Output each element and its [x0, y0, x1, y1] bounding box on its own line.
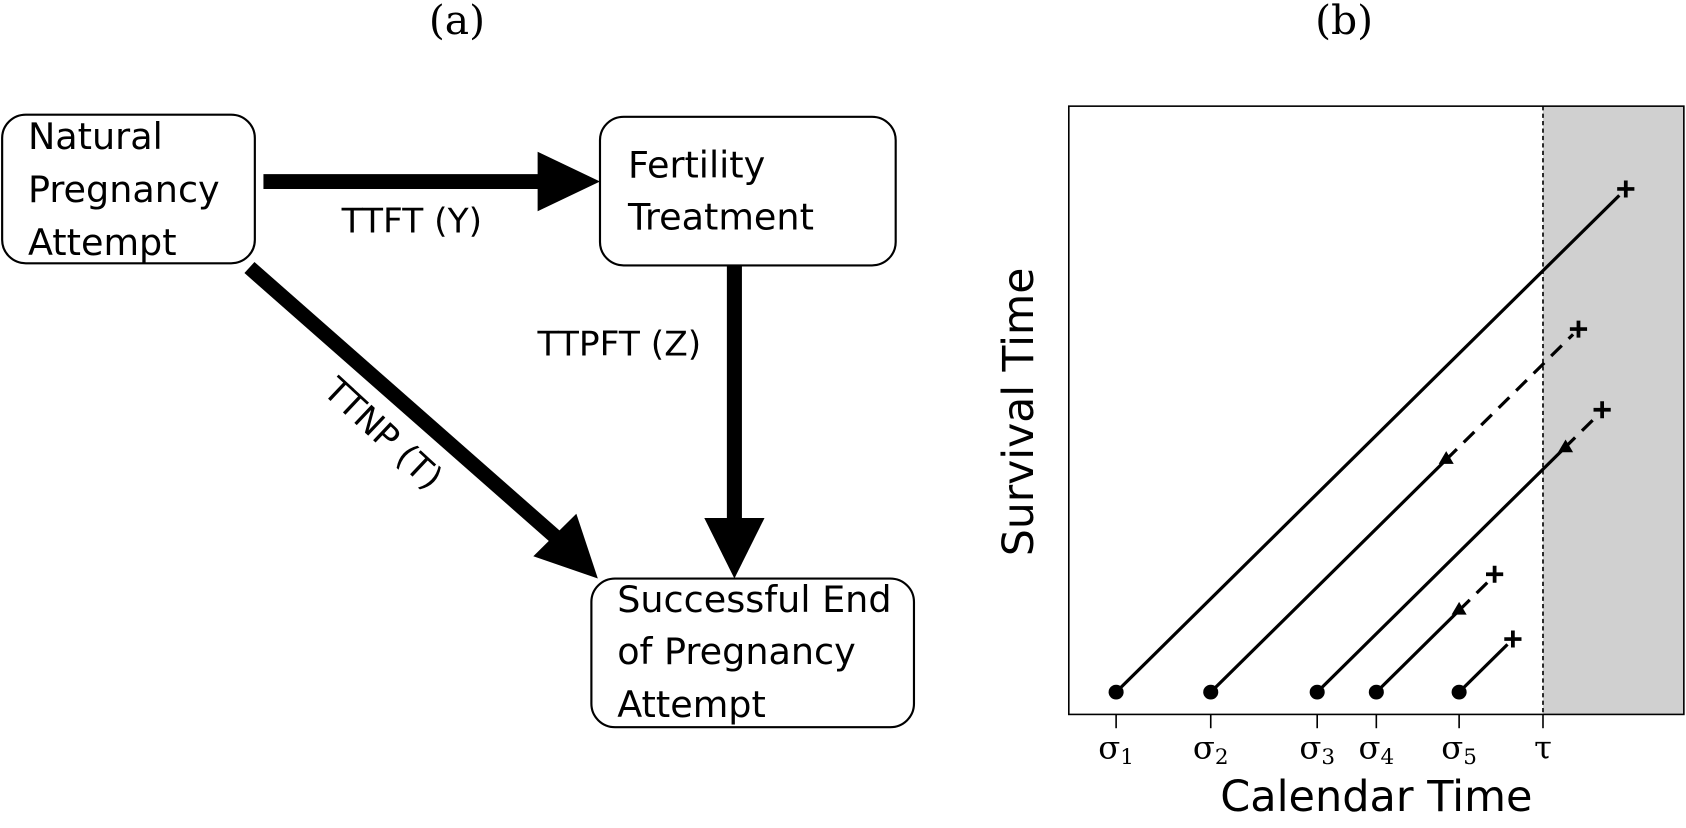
node-text: Natural Pregnancy Attempt Fertility Trea… — [28, 115, 892, 726]
x-tick-label: σ5 — [1441, 728, 1477, 770]
plus-marker — [1617, 180, 1635, 198]
node-line: Attempt — [617, 683, 766, 726]
triangle-marker — [1558, 439, 1574, 453]
solid-segment — [1209, 458, 1448, 694]
dashed-segment — [1445, 333, 1575, 461]
start-point — [1368, 684, 1384, 700]
tick-symbol: σ — [1441, 728, 1463, 766]
tick-symbol: σ — [1098, 728, 1120, 766]
start-point — [1309, 684, 1325, 700]
arrow-head — [533, 513, 598, 579]
edge-label: TTFT (Y) — [341, 202, 482, 242]
tick-symbol: τ — [1534, 728, 1552, 766]
node-line: Attempt — [28, 221, 177, 264]
start-point — [1203, 684, 1219, 700]
node-line: Treatment — [627, 196, 814, 239]
x-tick-label: τ — [1534, 728, 1552, 766]
x-tick-label: σ3 — [1299, 728, 1335, 770]
tick-subscript: 1 — [1120, 745, 1134, 770]
tick-subscript: 3 — [1321, 745, 1335, 770]
tick-symbol: σ — [1358, 728, 1380, 766]
tick-subscript: 4 — [1381, 745, 1395, 770]
y-axis-label: Survival Time — [994, 268, 1044, 556]
tick-subscript: 5 — [1463, 745, 1477, 770]
arrow-head — [537, 151, 600, 212]
plus-marker — [1569, 320, 1588, 338]
dashed-segment — [1457, 579, 1491, 612]
censor-markers — [1486, 180, 1635, 648]
plus-marker — [1504, 630, 1522, 648]
node-line: of Pregnancy — [617, 630, 856, 673]
treatment-markers — [1438, 439, 1574, 615]
triangle-marker — [1451, 601, 1467, 615]
start-point — [1451, 684, 1467, 700]
plus-marker — [1486, 565, 1504, 583]
plus-marker — [1593, 401, 1611, 419]
arrow-shaft — [244, 261, 562, 544]
node-line: Pregnancy — [28, 168, 220, 211]
solid-segment — [1457, 643, 1509, 694]
tick-symbol: σ — [1193, 728, 1215, 766]
node-box — [598, 115, 897, 267]
tick-symbol: σ — [1299, 728, 1321, 766]
x-axis-label: Calendar Time — [1220, 772, 1532, 822]
panel-label: (a) — [429, 0, 485, 44]
edge-label: TTPFT (Z) — [537, 325, 702, 365]
x-tick-label: σ1 — [1098, 728, 1134, 770]
follow-up-lines — [1114, 194, 1621, 694]
node-box — [1, 113, 256, 265]
x-tick-label: σ4 — [1358, 728, 1394, 770]
node-line: Successful End — [617, 578, 891, 621]
x-ticks: σ1 σ2 σ3 σ4 σ5 τ — [1098, 714, 1552, 770]
node-box — [590, 577, 916, 729]
start-point — [1108, 684, 1124, 700]
arrow-head — [704, 518, 765, 579]
node-line: Natural — [28, 115, 163, 158]
shaded-region — [1542, 106, 1684, 715]
triangle-marker — [1438, 451, 1454, 464]
x-tick-label: σ2 — [1193, 728, 1229, 770]
solid-segment — [1114, 194, 1621, 694]
arrows — [244, 151, 765, 579]
panel-label: (b) — [1315, 0, 1373, 44]
tick-subscript: 2 — [1215, 745, 1229, 770]
node-line: Fertility — [628, 144, 765, 187]
dashed-segment — [1563, 414, 1598, 450]
start-points — [1108, 684, 1467, 700]
solid-segment — [1316, 446, 1566, 694]
solid-segment — [1375, 609, 1461, 694]
